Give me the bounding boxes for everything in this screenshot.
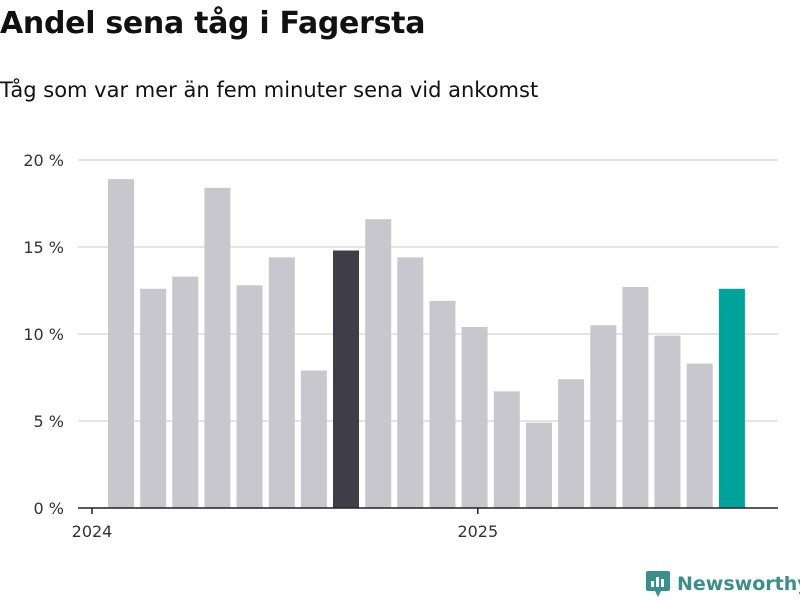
bar: [718, 288, 745, 508]
bar: [204, 187, 231, 509]
bar: [333, 250, 359, 508]
x-axis-ticks: 2024 2025: [72, 508, 498, 541]
y-axis-ticks: 0 % 5 % 10 % 15 % 20 %: [23, 151, 64, 518]
y-tick-label: 10 %: [23, 325, 64, 344]
bars: [108, 179, 745, 509]
bar: [686, 363, 713, 508]
bar: [429, 300, 456, 508]
bar: [493, 391, 520, 508]
chart-title: Andel sena tåg i Fagersta: [0, 6, 426, 41]
y-tick-label: 20 %: [23, 151, 64, 170]
x-tick-label: 2024: [72, 522, 113, 541]
brand-name: Newsworthy: [677, 573, 800, 595]
bar: [268, 257, 295, 508]
bar: [108, 179, 134, 508]
y-tick-label: 5 %: [34, 412, 64, 431]
bar: [236, 285, 263, 508]
bar: [172, 276, 199, 508]
bar: [300, 370, 327, 508]
x-tick-label: 2025: [457, 522, 498, 541]
bar: [461, 327, 488, 508]
bar: [140, 288, 167, 508]
newsworthy-logo-icon: [646, 571, 670, 597]
y-tick-label: 0 %: [34, 499, 64, 518]
brand-logo: Newsworthy: [645, 569, 800, 599]
y-tick-label: 15 %: [23, 238, 64, 257]
bar: [590, 325, 617, 508]
bar: [526, 422, 552, 508]
bar: [397, 257, 424, 508]
bar: [558, 379, 585, 508]
bar: [622, 287, 649, 508]
bar: [365, 219, 392, 508]
chart-subtitle: Tåg som var mer än fem minuter sena vid …: [0, 78, 539, 102]
bar: [654, 335, 681, 508]
